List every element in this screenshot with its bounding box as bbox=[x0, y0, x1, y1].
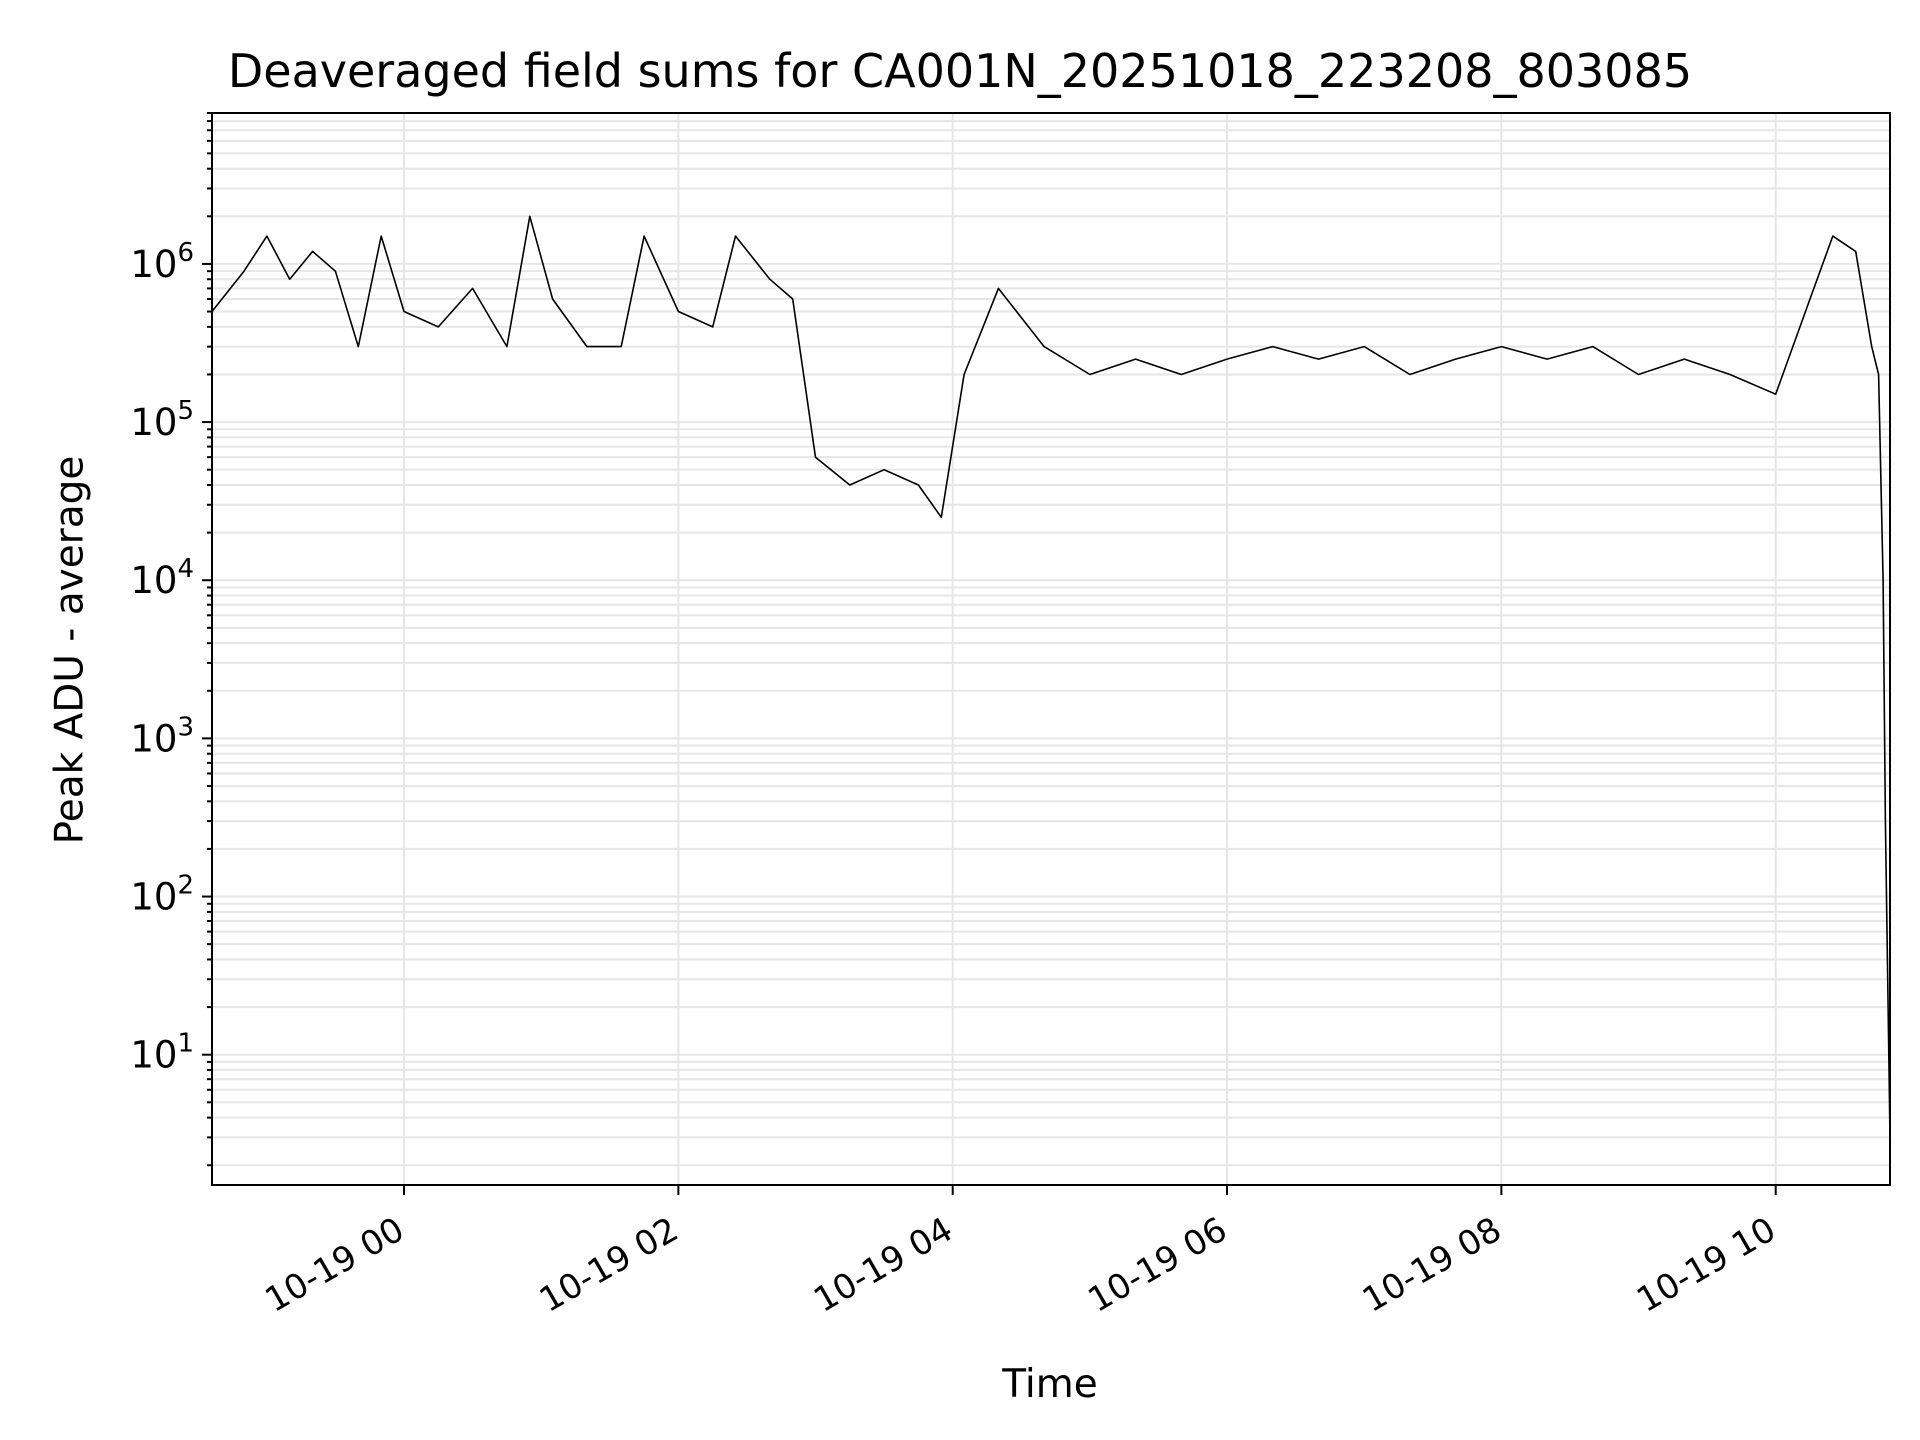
y-tick-label: 105 bbox=[130, 396, 194, 444]
plot-frame bbox=[211, 112, 1891, 1186]
y-tick-label: 102 bbox=[130, 871, 194, 919]
y-tick-label: 106 bbox=[130, 238, 194, 286]
y-tick-label: 103 bbox=[130, 712, 194, 760]
series-line bbox=[211, 215, 1891, 1138]
y-tick-label: 104 bbox=[130, 554, 194, 602]
x-tick-label: 10-19 04 bbox=[807, 1210, 959, 1321]
axis-ticks: 10-19 00 10-19 02 10-19 04 10-19 06 10-19 08… bbox=[130, 112, 1783, 1321]
y-tick-label: 101 bbox=[130, 1029, 194, 1077]
x-tick-label: 10-19 02 bbox=[533, 1210, 685, 1321]
x-tick-label: 10-19 06 bbox=[1082, 1210, 1234, 1321]
x-tick-label: 10-19 10 bbox=[1630, 1210, 1782, 1321]
grid-lines bbox=[212, 112, 1890, 1185]
x-tick-label: 10-19 00 bbox=[259, 1210, 411, 1321]
x-tick-label: 10-19 08 bbox=[1356, 1210, 1508, 1321]
x-axis-label: Time bbox=[1002, 1362, 1098, 1407]
chart-title: Deaveraged field sums for CA001N_2025101… bbox=[227, 44, 1693, 98]
